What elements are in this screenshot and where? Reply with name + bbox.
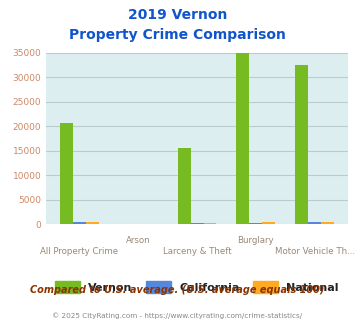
Bar (321, 222, 334, 224)
Bar (86, 222, 99, 224)
Text: All Property Crime: All Property Crime (40, 247, 118, 256)
Bar (178, 148, 191, 224)
Bar (250, 223, 262, 224)
Bar (203, 222, 217, 224)
Bar (262, 222, 275, 224)
Bar (308, 222, 321, 224)
Text: Property Crime Comparison: Property Crime Comparison (69, 28, 286, 42)
Bar (73, 222, 86, 224)
Bar (191, 223, 203, 224)
Text: Larceny & Theft: Larceny & Theft (163, 247, 231, 256)
Legend: Vernon, California, National: Vernon, California, National (55, 281, 339, 293)
Bar (60, 123, 73, 224)
Bar (236, 53, 250, 224)
Bar (295, 65, 308, 224)
Text: Burglary: Burglary (237, 236, 274, 245)
Text: Motor Vehicle Th...: Motor Vehicle Th... (275, 247, 355, 256)
Text: 2019 Vernon: 2019 Vernon (128, 8, 227, 22)
Text: Arson: Arson (126, 236, 151, 245)
Text: © 2025 CityRating.com - https://www.cityrating.com/crime-statistics/: © 2025 CityRating.com - https://www.city… (53, 312, 302, 318)
Text: Compared to U.S. average. (U.S. average equals 100): Compared to U.S. average. (U.S. average … (30, 285, 325, 295)
